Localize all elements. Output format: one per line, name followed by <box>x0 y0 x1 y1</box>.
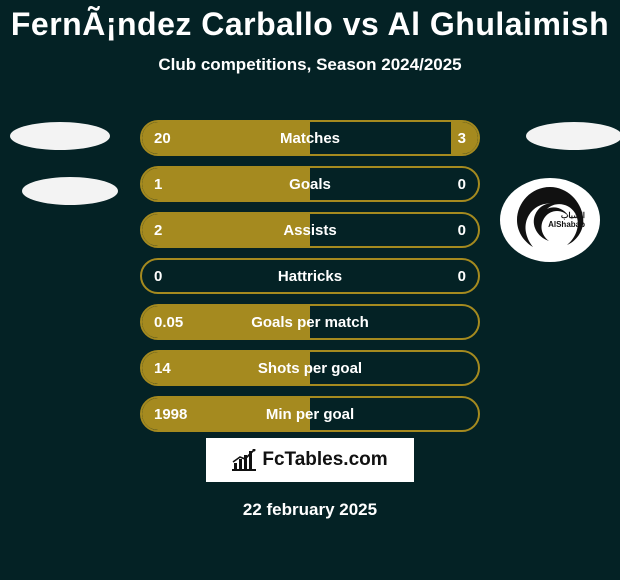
stat-value-right: 3 <box>458 130 466 147</box>
page-subtitle: Club competitions, Season 2024/2025 <box>0 55 620 75</box>
stat-label: Goals per match <box>142 314 478 331</box>
chart-icon <box>232 449 256 471</box>
club-name-line1: الشباب <box>548 211 585 220</box>
player-left-badge-placeholder-top <box>10 122 110 150</box>
stat-row: 1Goals0 <box>140 166 480 202</box>
stat-label: Matches <box>142 130 478 147</box>
stat-label: Goals <box>142 176 478 193</box>
stat-row: 20Matches3 <box>140 120 480 156</box>
page-title: FernÃ¡ndez Carballo vs Al Ghulaimish <box>0 0 620 43</box>
stat-row: 1998Min per goal <box>140 396 480 432</box>
stat-row: 0.05Goals per match <box>140 304 480 340</box>
stat-row: 14Shots per goal <box>140 350 480 386</box>
stat-label: Min per goal <box>142 406 478 423</box>
player-right-badge-placeholder-top <box>526 122 620 150</box>
stat-rows: 20Matches31Goals02Assists00Hattricks00.0… <box>140 120 480 442</box>
branding-label: FcTables.com <box>262 449 387 471</box>
stat-label: Shots per goal <box>142 360 478 377</box>
club-name-text: الشباب AlShabab <box>548 211 585 229</box>
club-name-line2: AlShabab <box>548 220 585 229</box>
club-badge-right: الشباب AlShabab <box>500 178 600 262</box>
stat-label: Hattricks <box>142 268 478 285</box>
player-left-badge-placeholder-bottom <box>22 177 118 205</box>
stat-value-right: 0 <box>458 268 466 285</box>
stat-row: 0Hattricks0 <box>140 258 480 294</box>
stat-row: 2Assists0 <box>140 212 480 248</box>
stat-label: Assists <box>142 222 478 239</box>
stat-value-right: 0 <box>458 176 466 193</box>
date-label: 22 february 2025 <box>0 500 620 520</box>
stat-value-right: 0 <box>458 222 466 239</box>
branding-badge: FcTables.com <box>206 438 414 482</box>
